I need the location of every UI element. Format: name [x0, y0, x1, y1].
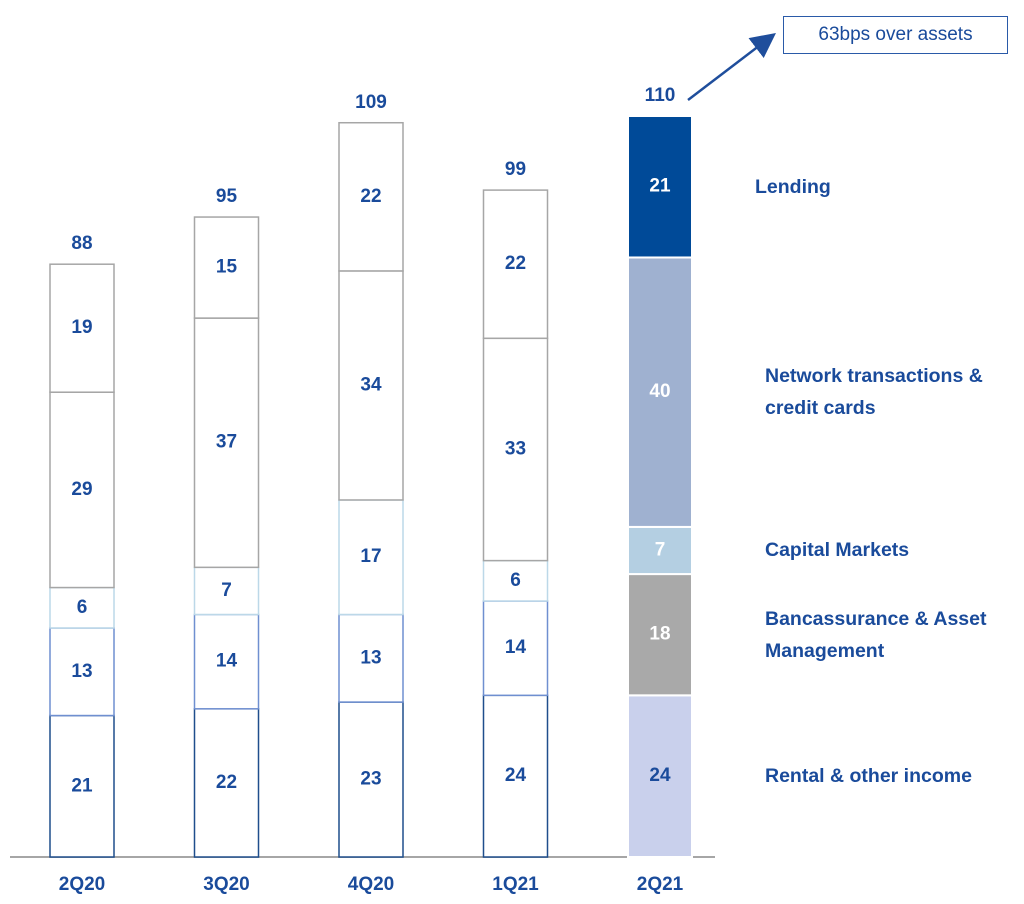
bar-segment: [49, 586, 115, 629]
data-label: 6: [77, 597, 88, 618]
data-label: 40: [649, 381, 670, 402]
data-label: 22: [505, 253, 526, 274]
total-label: 99: [505, 159, 526, 180]
data-label: 7: [221, 580, 232, 601]
bar-segment: [627, 573, 693, 697]
data-label: 23: [360, 769, 381, 790]
data-label: 15: [216, 257, 238, 278]
total-label: 109: [355, 92, 387, 113]
bar-segment: [49, 714, 115, 858]
bar-segment: [482, 337, 549, 562]
data-label: 13: [71, 661, 92, 682]
x-tick-label: 4Q20: [348, 874, 394, 895]
bar-segment: [49, 391, 115, 589]
data-label: 24: [649, 765, 671, 786]
data-label: 21: [649, 176, 671, 197]
data-label: 13: [360, 647, 381, 668]
x-tick-label: 2Q20: [59, 874, 105, 895]
x-tick-label: 3Q20: [203, 874, 249, 895]
legend-label: Bancassurance & Asset Management: [765, 607, 987, 662]
bar-segment: [627, 256, 693, 528]
data-label: 7: [655, 540, 666, 561]
legend-label: Capital Markets: [765, 539, 910, 562]
bar-segment: [193, 708, 260, 858]
bar-segment: [338, 613, 404, 703]
bar-segment: [193, 613, 260, 710]
bar-segment: [338, 701, 404, 858]
total-label: 110: [645, 85, 676, 106]
data-label: 37: [216, 432, 237, 453]
data-label: 18: [649, 624, 670, 645]
x-tick-label: 1Q21: [492, 874, 539, 895]
bar-segment: [338, 270, 404, 501]
bar-segment: [627, 694, 693, 858]
legend-label: Network transactions & credit cards: [765, 365, 983, 420]
bar-segment: [482, 559, 549, 602]
total-label: 95: [216, 186, 238, 207]
bar-segment: [193, 216, 260, 319]
bar-segment: [338, 121, 404, 272]
data-label: 6: [510, 570, 521, 591]
data-label: 33: [505, 438, 526, 459]
data-label: 22: [216, 772, 237, 793]
data-label: 29: [71, 479, 92, 500]
x-tick-label: 2Q21: [637, 874, 684, 895]
data-label: 14: [505, 637, 527, 658]
data-label: 19: [71, 317, 92, 338]
data-label: 34: [360, 374, 382, 395]
bar-segment: [193, 566, 260, 616]
bar-segment: [482, 694, 549, 858]
annotation: 63bps over assets: [783, 16, 1008, 54]
data-label: 22: [360, 186, 381, 207]
data-label: 14: [216, 651, 238, 672]
bar-segment: [627, 115, 693, 259]
data-label: 17: [360, 546, 381, 567]
legend-label: Lending: [755, 175, 831, 198]
bar-segment: [482, 189, 549, 340]
data-label: 21: [71, 775, 93, 796]
total-label: 88: [71, 233, 92, 254]
data-label: 24: [505, 765, 527, 786]
bar-segment: [49, 263, 115, 393]
bar-segment: [627, 525, 693, 576]
legend-label: Rental & other income: [765, 765, 972, 788]
annotation-arrow: [687, 32, 776, 101]
